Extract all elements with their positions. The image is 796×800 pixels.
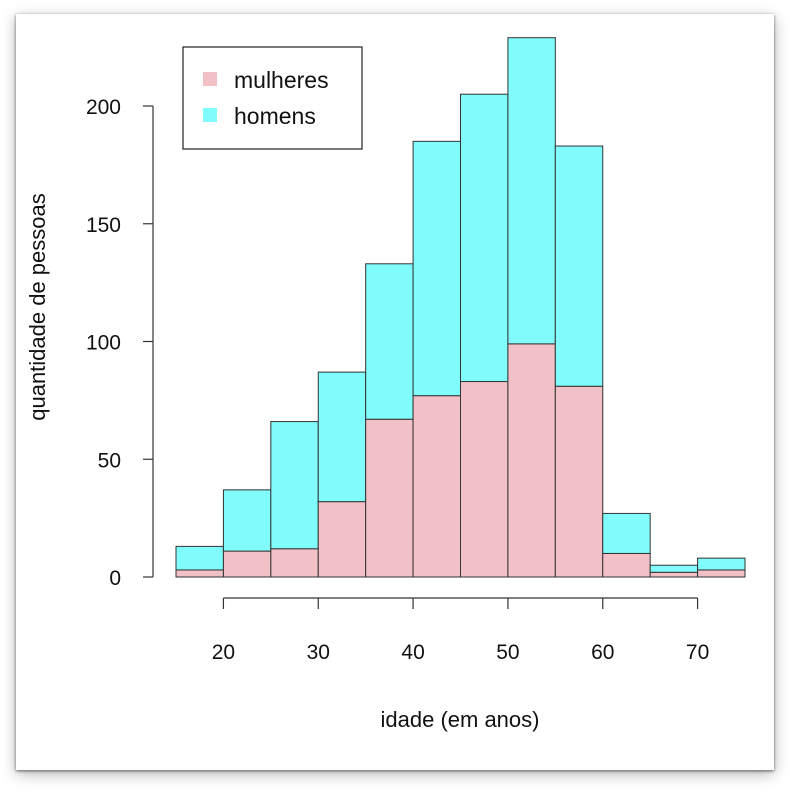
bar-mulheres-25-30 — [270, 548, 319, 578]
bar-mulheres-35-40 — [365, 418, 414, 578]
bar-mulheres-70-75 — [697, 569, 746, 578]
x-tick-label-40: 40 — [401, 641, 424, 664]
x-tick-label-50: 50 — [496, 641, 519, 664]
x-tick-label-60: 60 — [591, 641, 614, 664]
x-tick-label-70: 70 — [686, 641, 709, 664]
bar-mulheres-50-55 — [507, 343, 556, 578]
bars-group — [175, 37, 746, 578]
y-tick-label-150: 150 — [86, 214, 121, 237]
bar-homens-45-50 — [460, 93, 509, 383]
y-tick-label-100: 100 — [86, 332, 121, 355]
legend-label-mulheres: mulheres — [234, 67, 329, 93]
legend-label-homens: homens — [234, 103, 316, 129]
bar-homens-30-35 — [317, 371, 367, 503]
bar-homens-70-75 — [697, 557, 746, 571]
x-axis-title: idade (em anos) — [381, 707, 540, 732]
y-tick-label-200: 200 — [86, 96, 121, 119]
y-tick-label-0: 0 — [109, 567, 121, 590]
bar-mulheres-15-20 — [175, 569, 224, 578]
y-axis: 0 50 100 150 200 — [86, 96, 154, 590]
bar-homens-60-65 — [602, 512, 651, 554]
bar-homens-25-30 — [270, 421, 319, 550]
bar-mulheres-65-70 — [649, 571, 699, 578]
bar-mulheres-20-25 — [222, 550, 272, 578]
y-axis-title: quantidade de pessoas — [25, 193, 50, 421]
bar-mulheres-55-60 — [554, 385, 604, 578]
legend: mulheres homens — [182, 46, 363, 150]
bar-mulheres-45-50 — [460, 381, 509, 578]
x-tick-label-20: 20 — [212, 641, 235, 664]
bar-homens-40-45 — [412, 140, 462, 397]
bar-homens-15-20 — [175, 545, 224, 571]
bar-homens-55-60 — [554, 145, 604, 387]
bar-homens-50-55 — [507, 37, 556, 345]
legend-box — [182, 46, 363, 150]
legend-swatch-homens — [203, 108, 217, 122]
legend-swatch-mulheres — [203, 72, 217, 86]
bar-mulheres-60-65 — [602, 552, 651, 578]
bar-homens-20-25 — [222, 489, 272, 552]
bar-mulheres-30-35 — [317, 501, 367, 578]
bar-homens-65-70 — [649, 564, 699, 573]
x-tick-label-30: 30 — [307, 641, 330, 664]
x-axis: 20 30 40 50 60 70 — [212, 597, 709, 664]
bar-mulheres-40-45 — [412, 395, 462, 578]
y-tick-label-50: 50 — [98, 449, 121, 472]
bar-homens-35-40 — [365, 263, 414, 420]
